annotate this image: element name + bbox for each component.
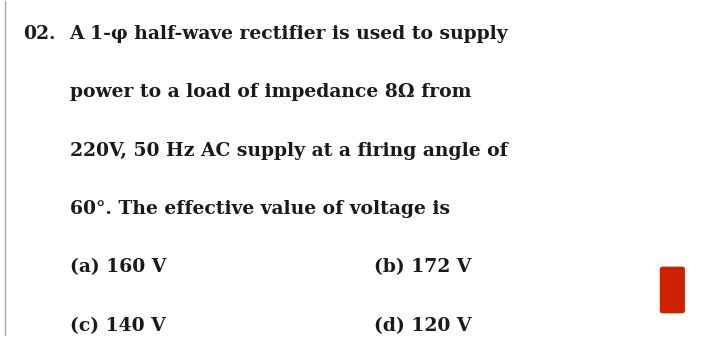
Text: (a) 160 V: (a) 160 V xyxy=(70,258,166,276)
FancyBboxPatch shape xyxy=(660,267,685,313)
Text: power to a load of impedance 8Ω from: power to a load of impedance 8Ω from xyxy=(70,83,471,101)
Text: (d) 120 V: (d) 120 V xyxy=(374,317,472,335)
Text: 02.: 02. xyxy=(23,25,55,43)
Text: (b) 172 V: (b) 172 V xyxy=(374,258,472,276)
Text: A 1-φ half-wave rectifier is used to supply: A 1-φ half-wave rectifier is used to sup… xyxy=(70,25,508,43)
Text: 220V, 50 Hz AC supply at a firing angle of: 220V, 50 Hz AC supply at a firing angle … xyxy=(70,141,508,159)
Text: (c) 140 V: (c) 140 V xyxy=(70,317,166,335)
Text: 60°. The effective value of voltage is: 60°. The effective value of voltage is xyxy=(70,200,449,218)
